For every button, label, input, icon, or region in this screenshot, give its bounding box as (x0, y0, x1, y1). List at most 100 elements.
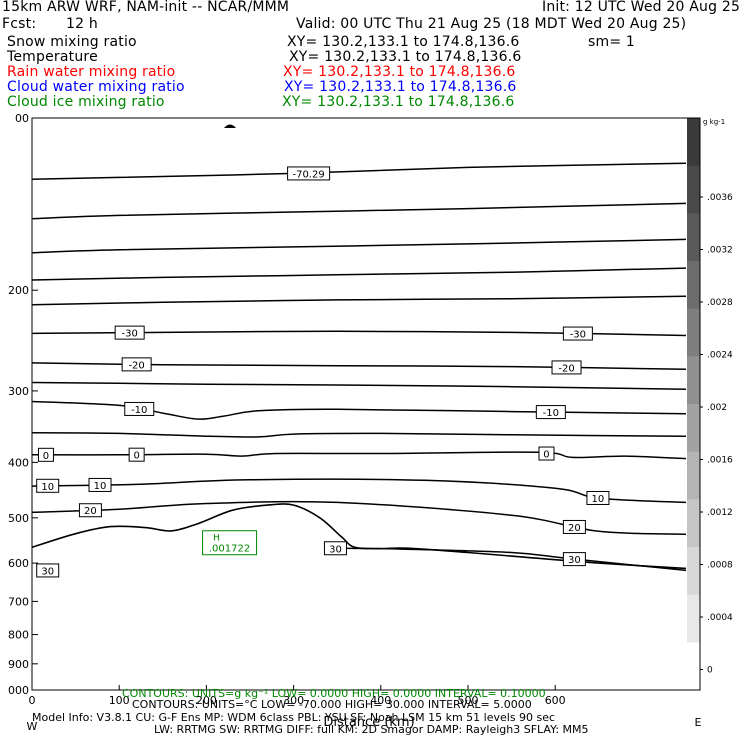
isotherm-line (31, 162, 687, 181)
isotherm-line (31, 202, 687, 220)
x-axis-tick-label: 0 (29, 694, 36, 707)
top-marker (224, 124, 236, 128)
colorbar-tick-label: .0024 (707, 351, 733, 361)
isotherm-label: -10 (131, 405, 147, 416)
isotherm-label: 0 (43, 451, 49, 462)
field-rain-name: Rain water mixing ratio (7, 64, 176, 80)
colorbar-tick-label: .002 (707, 403, 727, 413)
isotherm-label: 0 (133, 451, 139, 462)
y-axis-tick-label: 800 (8, 629, 29, 642)
isotherm-label: -20 (558, 363, 574, 374)
isotherm-label: 0 (543, 450, 549, 461)
isotherm-label-box (37, 447, 54, 462)
colorbar: g kg-1 .0036 .0032 .0028 .0024 .002 .0016 .0012… (687, 118, 733, 691)
field-snow-name: Snow mixing ratio (7, 34, 137, 50)
contours-temperature-info: CONTOURS: UNITS=°C LOW= -70.000 HIGH= 30… (132, 698, 532, 711)
isotherm-line (31, 451, 687, 460)
isotherm-line (328, 547, 687, 572)
colorbar-swatch (687, 594, 700, 643)
colorbar-tick-label: .0036 (707, 193, 733, 203)
field-temperature-xy: XY= 130.2,133.1 to 174.8,136.6 (289, 49, 522, 65)
colorbar-swatch (687, 261, 700, 310)
isotherm-line (31, 295, 687, 306)
isotherm-label: 10 (41, 482, 54, 493)
isotherm-label-box (538, 446, 555, 461)
isotherm-label-box (562, 552, 586, 567)
y-axis-tick-label: 00 (15, 112, 29, 125)
x-axis-tick-label: 600 (545, 694, 566, 707)
isotherm-label-box (562, 326, 593, 341)
colorbar-swatch (687, 308, 700, 357)
terrain-line (31, 503, 687, 570)
isotherm-label: 30 (329, 544, 342, 555)
field-cloud-water-xy: XY= 130.2,133.1 to 174.8,136.6 (284, 79, 517, 95)
field-snow-xy: XY= 130.2,133.1 to 174.8,136.6 (287, 34, 520, 50)
x-axis-tick-label: 500 (458, 694, 479, 707)
isotherm-label: -30 (570, 330, 586, 341)
isotherm-label: 10 (94, 481, 107, 492)
valid-time: Valid: 00 UTC Thu 21 Aug 25 (18 MDT Wed … (296, 16, 687, 32)
isotherm-line (31, 267, 687, 281)
colorbar-tick-label: .0028 (707, 298, 733, 308)
x-axis-tick-label: 300 (283, 694, 304, 707)
cloud-ice-max-box (202, 530, 258, 556)
colorbar-swatch (687, 547, 700, 596)
isotherm-label: 30 (568, 555, 581, 566)
isotherm-label-box (128, 447, 145, 462)
isotherm-label-box (36, 478, 60, 493)
isotherm-line (31, 238, 687, 254)
terrain-fill (32, 503, 686, 690)
isotherm-line (31, 431, 687, 438)
isotherm-label-box (287, 166, 331, 181)
isotherm-label-box (121, 357, 152, 372)
colorbar-swatch (687, 499, 700, 548)
colorbar-swatch (687, 451, 700, 500)
isotherm-label-box (535, 405, 566, 420)
isotherm-label: -10 (543, 408, 559, 419)
forecast-hour: 12 h (66, 16, 98, 32)
field-cloud-ice-xy: XY= 130.2,133.1 to 174.8,136.6 (282, 94, 515, 110)
colorbar-tick-label: .0004 (707, 613, 733, 623)
isotherm-line (31, 381, 687, 391)
field-cloud-ice-name: Cloud ice mixing ratio (7, 94, 165, 110)
x-axis-east-label: E (695, 716, 702, 729)
isotherm-label-box (323, 541, 347, 556)
plot-frame (31, 117, 701, 691)
colorbar-swatch (687, 404, 700, 453)
field-snow-smoothing: sm= 1 (588, 34, 636, 50)
model-title: 15km ARW WRF, NAM-init -- NCAR/MMM (2, 0, 290, 15)
isotherm-label: 30 (41, 566, 54, 577)
colorbar-swatch (687, 213, 700, 262)
colorbar-swatch (687, 356, 700, 405)
cloud-ice-max-marker: H (213, 534, 220, 544)
field-temperature-name: Temperature (7, 49, 98, 65)
isotherm-line (31, 500, 687, 535)
y-axis-tick-label: 000 (8, 684, 29, 697)
isotherm-label-box (36, 563, 60, 578)
forecast-label: Fcst: (2, 16, 37, 32)
colorbar-swatch (687, 118, 700, 167)
isotherm-label-box (551, 360, 582, 375)
isotherm-label: -30 (121, 329, 137, 340)
cloud-ice-max-value: .001722 (209, 544, 250, 555)
colorbar-units: g kg-1 (703, 118, 725, 126)
y-axis-tick-label: 600 (8, 557, 29, 570)
x-axis-tick-label: 400 (370, 694, 391, 707)
isotherm-label-box (586, 490, 610, 505)
isotherm-label-box (562, 519, 586, 534)
isotherm-label: 20 (84, 506, 97, 517)
colorbar-tick-label: .0012 (707, 508, 733, 518)
y-axis-tick-label: 300 (8, 385, 29, 398)
model-info: Model Info: V3.8.1 CU: G-F Ens MP: WDM 6… (32, 711, 556, 724)
isotherm-label-box (78, 503, 102, 518)
colorbar-tick-label: .0016 (707, 456, 733, 466)
isotherm-label: -20 (128, 360, 144, 371)
colorbar-tick-label: 0 (707, 666, 713, 676)
init-time: Init: 12 UTC Wed 20 Aug 25 (542, 0, 740, 15)
isotherm-label: 20 (568, 523, 581, 534)
isotherm-label-box (124, 401, 155, 416)
y-axis-tick-label: 700 (8, 595, 29, 608)
colorbar-swatch (687, 165, 700, 214)
